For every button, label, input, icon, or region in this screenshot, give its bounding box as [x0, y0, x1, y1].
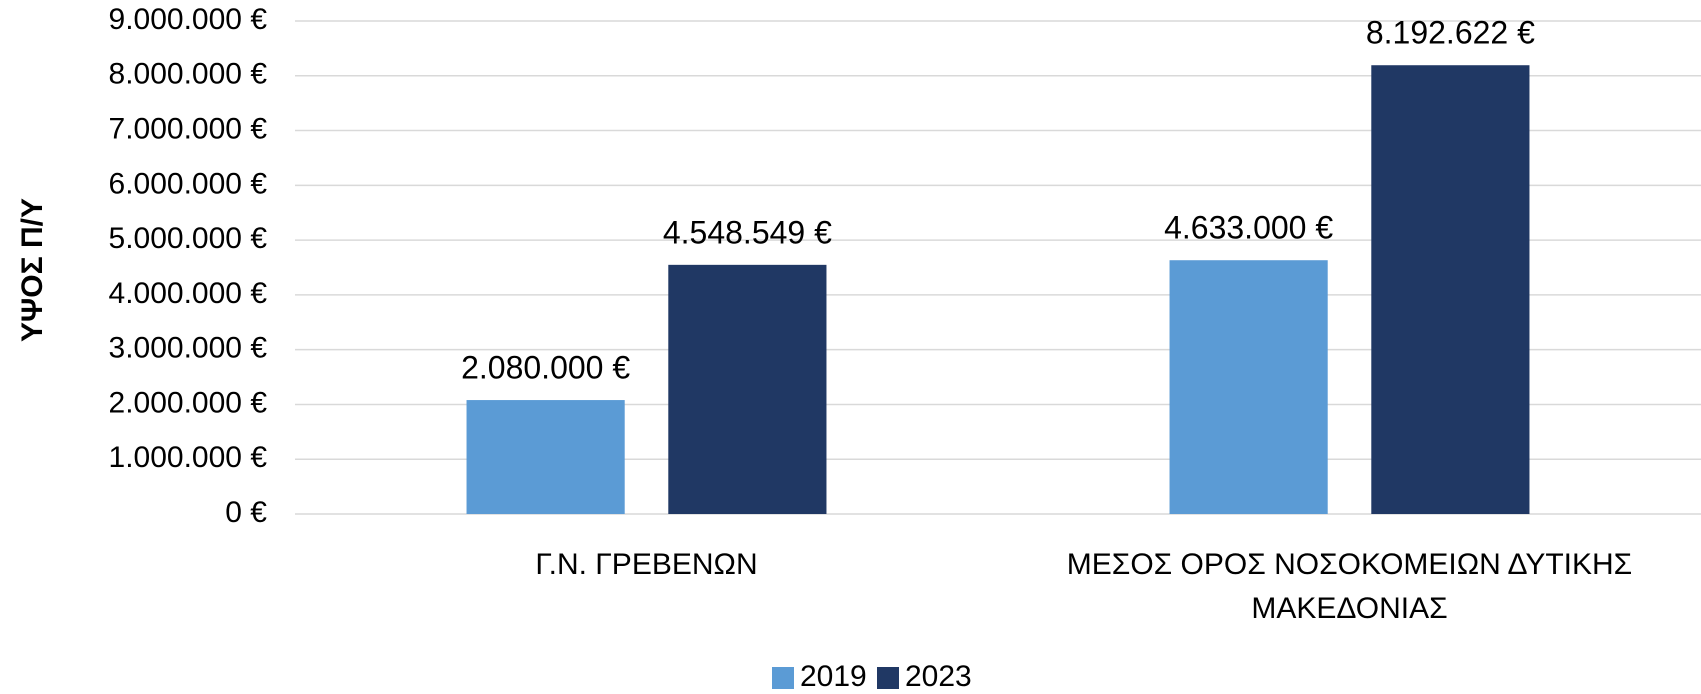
y-tick-label: 8.000.000 € [109, 58, 268, 91]
y-tick-label: 4.000.000 € [109, 277, 268, 310]
bar [1371, 65, 1530, 514]
data-label: 2.080.000 € [461, 350, 630, 386]
y-tick-label: 9.000.000 € [109, 3, 268, 36]
y-tick-label: 3.000.000 € [109, 332, 268, 365]
bar [668, 264, 827, 514]
y-tick-label: 0 € [225, 496, 267, 529]
bar [1169, 260, 1328, 514]
legend-swatch [772, 667, 794, 689]
y-tick-label: 5.000.000 € [109, 222, 268, 255]
legend-label: 2019 [800, 660, 867, 693]
legend-swatch [877, 667, 899, 689]
legend-label: 2023 [905, 660, 972, 693]
x-tick-label: Γ.Ν. ΓΡΕΒΕΝΩΝ [535, 548, 758, 581]
y-tick-label: 6.000.000 € [109, 167, 268, 200]
y-tick-label: 7.000.000 € [109, 112, 268, 145]
data-label: 4.548.549 € [663, 214, 832, 250]
y-tick-label: 1.000.000 € [109, 441, 268, 474]
y-tick-label: 2.000.000 € [109, 386, 268, 419]
x-tick-label: ΜΕΣΟΣ ΟΡΟΣ ΝΟΣΟΚΟΜΕΙΩΝ ΔΥΤΙΚΗΣ ΜΑΚΕΔΟΝΙΑ… [1066, 548, 1633, 625]
y-axis-title: ΥΨΟΣ Π/Υ [16, 198, 49, 342]
data-label: 4.633.000 € [1164, 210, 1333, 246]
bar [466, 400, 625, 514]
data-label: 8.192.622 € [1366, 15, 1535, 51]
